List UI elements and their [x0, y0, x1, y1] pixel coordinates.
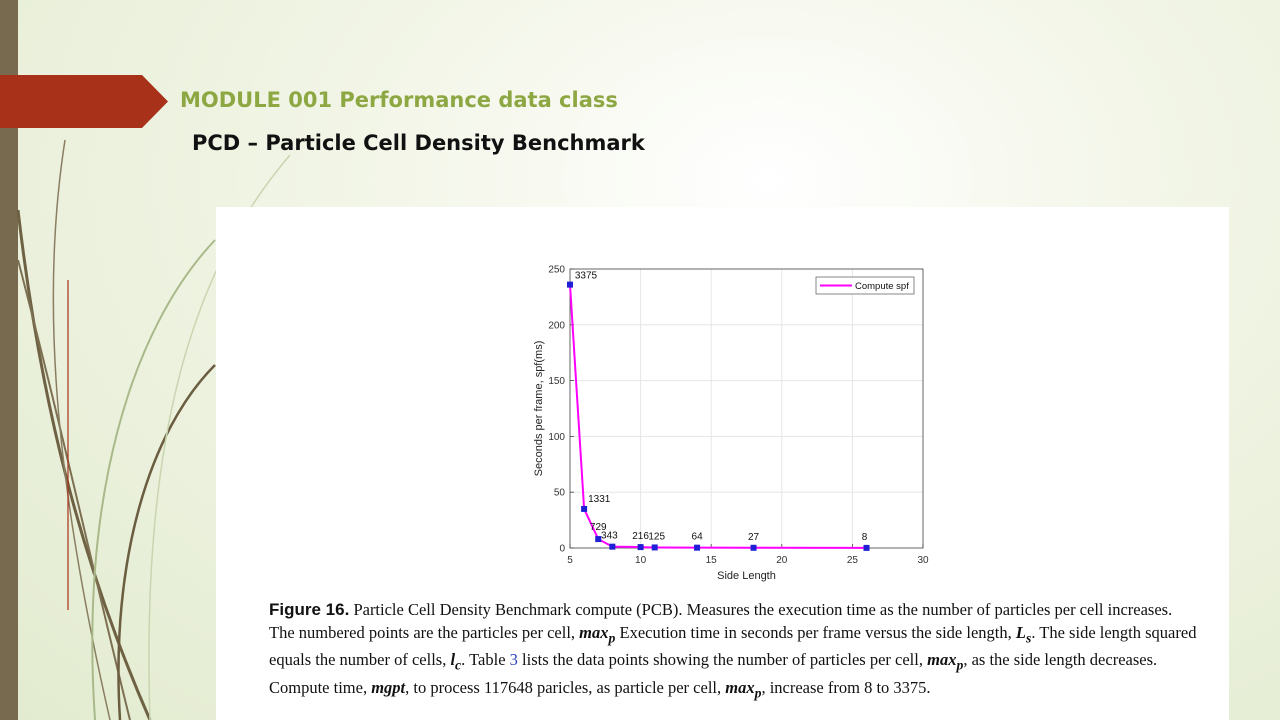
caption-text: . Table [461, 650, 510, 670]
caption-text: . The side length squared equals the num… [269, 622, 1197, 670]
y-tick-label: 50 [554, 488, 566, 499]
symbol-maxp: maxp [725, 678, 762, 701]
table-reference-link[interactable]: 3 [509, 650, 518, 670]
x-tick-label: 10 [635, 555, 647, 566]
x-axis-label: Side Length [717, 570, 776, 582]
module-title: MODULE 001 Performance data class [180, 88, 618, 112]
data-point [750, 544, 757, 551]
caption-text: , as the side length decreases. Compute … [269, 650, 1158, 698]
y-tick-label: 150 [548, 376, 565, 387]
symbol-maxp: maxp [927, 650, 964, 673]
slide-subtitle: PCD – Particle Cell Density Benchmark [192, 131, 645, 155]
data-point [637, 544, 644, 551]
x-tick-label: 30 [917, 555, 929, 566]
data-point [694, 544, 701, 551]
y-axis-label: Seconds per frame, spf(ms) [533, 341, 545, 477]
data-label: 125 [648, 531, 665, 542]
y-tick-label: 100 [548, 432, 565, 443]
figure-panel: 5 10 15 20 25 30 0 50 100 150 200 250 Side Length Sec… [216, 207, 1229, 720]
data-point [581, 505, 588, 512]
legend-box [815, 276, 915, 295]
data-point [567, 281, 573, 288]
data-label: 3375 [575, 271, 598, 282]
x-tick-label: 25 [847, 555, 859, 566]
caption-text: Execution time in seconds per frame vers… [615, 622, 1016, 642]
symbol-lc: lc [450, 650, 462, 673]
caption-text: , to process 117648 paricles, as particl… [405, 678, 726, 698]
x-tick-label: 20 [776, 555, 788, 566]
caption-text: lists the data points showing the number… [517, 650, 928, 670]
caption-text: , increase from 8 to 3375. [761, 678, 931, 698]
data-label: 27 [748, 532, 760, 543]
symbol-maxp: maxp [579, 622, 616, 645]
figure-caption: Figure 16. Particle Cell Density Benchma… [269, 599, 1199, 705]
data-label: 1331 [588, 494, 611, 505]
symbol-Ls: Ls [1015, 622, 1032, 645]
y-tick-label: 200 [548, 320, 565, 331]
legend-label: Compute spf [855, 281, 909, 292]
left-accent-bar [0, 0, 18, 720]
y-tick-label: 0 [559, 544, 565, 555]
x-tick-label: 5 [567, 555, 573, 566]
title-arrow-banner [0, 75, 168, 128]
data-label: 64 [692, 532, 704, 543]
data-point [651, 544, 658, 551]
figure-label: Figure 16. [269, 600, 350, 619]
data-label: 216 [632, 531, 649, 542]
line-chart: 5 10 15 20 25 30 0 50 100 150 200 250 Side Length Sec… [533, 265, 929, 583]
symbol-mgpt: mgpt [371, 678, 406, 698]
data-point [609, 543, 616, 550]
decorative-curves [16, 139, 291, 720]
data-label: 343 [601, 531, 618, 542]
data-label: 8 [862, 532, 868, 543]
data-point [863, 544, 870, 551]
data-point [595, 536, 602, 543]
data-label: 729 [590, 522, 607, 533]
y-tick-label: 250 [548, 265, 565, 276]
caption-text: Particle Cell Density Benchmark compute … [269, 600, 1173, 642]
x-tick-label: 15 [706, 555, 718, 566]
plot-area [570, 269, 923, 548]
